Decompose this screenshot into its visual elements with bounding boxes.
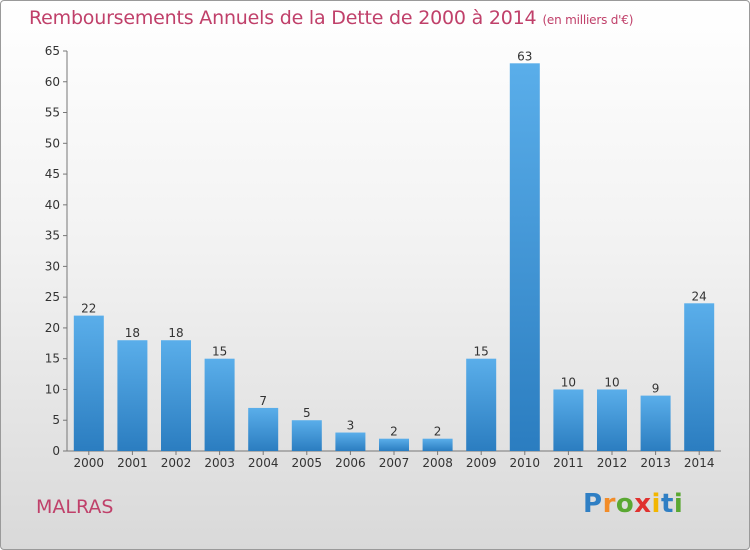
y-tick-label: 30 <box>45 259 60 273</box>
data-label: 10 <box>604 375 619 389</box>
y-tick-label: 65 <box>45 44 60 58</box>
bar-2009 <box>466 358 497 451</box>
data-label: 18 <box>168 326 183 340</box>
logo-letter: o <box>615 489 635 519</box>
x-tick-label: 2011 <box>553 456 584 470</box>
x-tick-label: 2012 <box>597 456 628 470</box>
data-label: 22 <box>81 302 96 316</box>
bar-2012 <box>597 389 627 451</box>
logo-letter: i <box>651 489 661 519</box>
x-tick-label: 2013 <box>640 456 671 470</box>
bar-2004 <box>248 407 279 451</box>
data-label: 10 <box>561 375 576 389</box>
x-tick-label: 2009 <box>466 456 497 470</box>
x-tick-label: 2000 <box>74 456 105 470</box>
y-tick-label: 20 <box>45 321 60 335</box>
bar-2000 <box>73 315 104 451</box>
y-tick-label: 10 <box>45 382 60 396</box>
x-tick-label: 2010 <box>510 456 541 470</box>
y-tick-label: 0 <box>52 444 60 458</box>
data-label: 15 <box>474 345 489 359</box>
data-label: 63 <box>517 49 532 63</box>
x-tick-label: 2002 <box>161 456 192 470</box>
data-label: 5 <box>303 406 311 420</box>
y-tick-label: 5 <box>52 413 60 427</box>
data-label: 15 <box>212 345 227 359</box>
bar-2003 <box>204 358 235 451</box>
data-label: 9 <box>652 382 660 396</box>
data-label: 2 <box>390 425 398 439</box>
x-tick-label: 2008 <box>422 456 453 470</box>
x-tick-label: 2004 <box>248 456 279 470</box>
bar-2002 <box>161 340 191 451</box>
bar-2014 <box>684 303 715 451</box>
data-label: 3 <box>347 419 355 433</box>
chart-unit: (en milliers d'€) <box>542 13 634 27</box>
bar-2008 <box>422 438 453 451</box>
y-tick-label: 40 <box>45 198 60 212</box>
chart-title: Remboursements Annuels de la Dette de 20… <box>29 7 633 29</box>
data-label: 7 <box>259 394 267 408</box>
logo-letter: t <box>660 489 674 519</box>
data-label: 2 <box>434 425 442 439</box>
chart-labels: 2000222001182002182003152004720055200632… <box>74 49 715 470</box>
y-tick-label: 15 <box>45 352 60 366</box>
y-tick-label: 45 <box>45 167 60 181</box>
logo-letter: i <box>673 489 684 519</box>
y-tick-label: 60 <box>45 75 60 89</box>
chart-title-text: Remboursements Annuels de la Dette de 20… <box>29 7 537 29</box>
x-tick-label: 2001 <box>117 456 148 470</box>
bar-2006 <box>335 432 366 451</box>
chart-bars <box>73 63 715 452</box>
x-tick-label: 2005 <box>292 456 323 470</box>
logo-letter: r <box>602 489 616 519</box>
bar-2005 <box>291 420 322 451</box>
x-tick-label: 2007 <box>379 456 410 470</box>
data-label: 24 <box>692 289 707 303</box>
y-tick-label: 25 <box>45 290 60 304</box>
commune-name: MALRAS <box>36 496 114 518</box>
y-tick-label: 55 <box>45 106 60 120</box>
bar-2010 <box>509 63 540 452</box>
bar-2001 <box>117 340 148 451</box>
data-label: 18 <box>125 326 140 340</box>
y-tick-label: 50 <box>45 136 60 150</box>
x-tick-label: 2003 <box>204 456 235 470</box>
logo-letter: P <box>583 489 603 519</box>
x-tick-label: 2014 <box>684 456 715 470</box>
bar-2007 <box>379 438 409 451</box>
bar-2013 <box>640 395 671 451</box>
proxiti-logo: Proxiti <box>583 489 683 519</box>
y-tick-label: 35 <box>45 229 60 243</box>
logo-letter: x <box>634 489 652 519</box>
x-tick-label: 2006 <box>335 456 366 470</box>
bar-2011 <box>553 389 584 451</box>
